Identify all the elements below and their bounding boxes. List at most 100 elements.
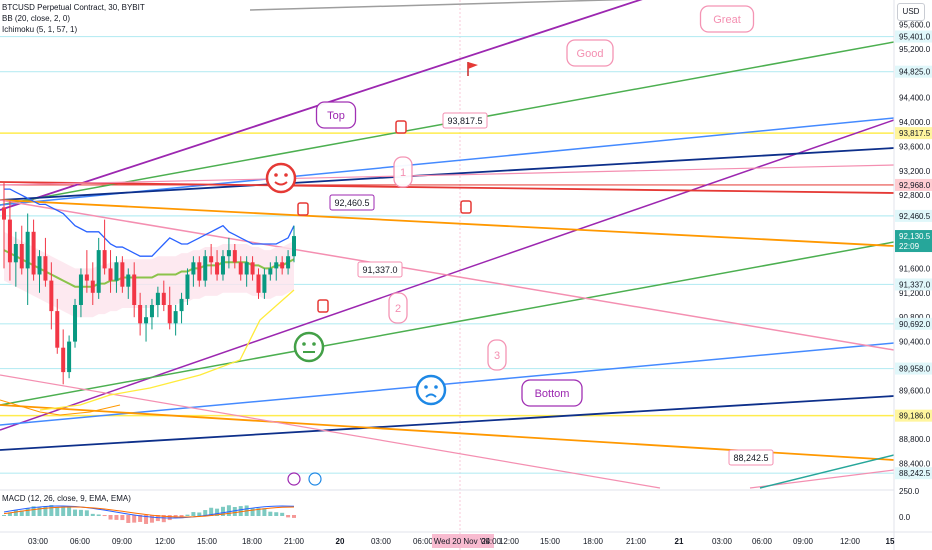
macd-line xyxy=(3,505,295,519)
macd-hist-40 xyxy=(238,506,243,516)
macd-hist-1 xyxy=(7,512,12,516)
marker-bubble-0 xyxy=(315,101,357,129)
candle-body-1 xyxy=(7,219,12,263)
trendline-3 xyxy=(0,241,895,406)
bollinger-layer xyxy=(0,188,295,416)
happy-face-icon-eye-right xyxy=(284,173,288,177)
currency-selector[interactable]: USD xyxy=(897,3,925,21)
hand-icon-0 xyxy=(395,120,407,134)
ichimoku-indicator-label[interactable]: Ichimoku (5, 1, 57, 1) xyxy=(2,25,78,34)
candle-body-33 xyxy=(197,262,202,281)
macd-tick-label: 250.0 xyxy=(899,487,920,496)
marker-label-0: Top xyxy=(327,110,345,122)
marker-bubble-2 xyxy=(699,5,755,33)
sad-face-icon-outline xyxy=(415,374,447,406)
neutral-face-icon-outline xyxy=(293,331,325,363)
candle-body-8 xyxy=(49,280,54,312)
annotations-layer: Top Good Great Bottom 1 2 3 93,817.5 92,460.5 91,… xyxy=(265,5,774,486)
macd-layer xyxy=(0,489,894,524)
marker-label-3: Bottom xyxy=(535,388,570,400)
candle-body-0 xyxy=(2,207,6,220)
macd-indicator-label[interactable]: MACD (12, 26, close, 9, EMA, EMA) xyxy=(2,494,131,503)
candle-body-30 xyxy=(179,298,184,312)
candle-body-28 xyxy=(167,305,172,324)
neutral-face-icon-eye-left xyxy=(302,342,306,346)
macd-hist-22 xyxy=(132,515,137,523)
price-badge-4: 92,460.5 xyxy=(899,212,931,221)
candle-body-5 xyxy=(31,231,36,275)
symbol-title[interactable]: BTCUSD Perpetual Contract, 30, BYBIT xyxy=(2,3,145,12)
candle-body-3 xyxy=(19,244,24,269)
hand-icon-2 xyxy=(297,202,309,216)
callout-label-1: 92,460.5 xyxy=(334,198,369,208)
price-badge-3: 92,968.0 xyxy=(899,181,931,190)
price-badge-1: 94,825.0 xyxy=(899,68,931,77)
candle-body-20 xyxy=(120,262,125,287)
trendline-7 xyxy=(0,395,895,451)
price-tick-label: 92,800.0 xyxy=(899,191,931,200)
sad-face-icon-eye-left xyxy=(424,385,428,389)
candle-body-21 xyxy=(126,274,131,287)
candle-body-9 xyxy=(55,311,60,348)
macd-hist-19 xyxy=(114,515,119,520)
macd-hist-6 xyxy=(37,507,42,516)
macd-hist-12 xyxy=(73,509,78,516)
macd-hist-5 xyxy=(31,506,36,516)
price-axis-background xyxy=(894,0,932,550)
candle-body-13 xyxy=(78,274,83,305)
time-tick-label: 20 xyxy=(336,537,345,546)
price-tick-label: 90,400.0 xyxy=(899,338,931,347)
time-tick-label: 09:00 xyxy=(481,537,502,546)
candle-body-14 xyxy=(84,274,89,281)
price-tick-label: 88,400.0 xyxy=(899,460,931,469)
marker-bubble-4 xyxy=(393,156,413,188)
price-badge-2: 93,817.5 xyxy=(899,129,931,138)
time-tick-label: 21:00 xyxy=(626,537,647,546)
candle-body-15 xyxy=(90,280,95,293)
time-tick-label: 18:00 xyxy=(242,537,263,546)
price-badge-0: 95,401.0 xyxy=(899,33,931,42)
bb-indicator-label[interactable]: BB (20, close, 2, 0) xyxy=(2,14,71,23)
price-tick-label: 94,000.0 xyxy=(899,118,931,127)
neutral-face-icon-eye-right xyxy=(312,342,316,346)
candle-body-18 xyxy=(108,268,113,281)
price-badge-9: 89,186.0 xyxy=(899,412,931,421)
time-tick-label: 21 xyxy=(675,537,684,546)
candle-body-42 xyxy=(250,262,255,275)
macd-hist-17 xyxy=(102,515,107,517)
candle-body-39 xyxy=(232,250,237,263)
marker-bubble-6 xyxy=(487,339,507,371)
price-badge-bg-6 xyxy=(895,278,932,291)
candle-body-19 xyxy=(114,262,119,281)
macd-hist-16 xyxy=(96,514,101,516)
macd-hist-18 xyxy=(108,515,113,520)
time-tick-label: 03:00 xyxy=(28,537,49,546)
callout-label-3: 88,242.5 xyxy=(733,453,768,463)
time-tick-label: 03:00 xyxy=(712,537,733,546)
price-badge-6: 91,337.0 xyxy=(899,280,931,289)
macd-hist-0 xyxy=(2,515,6,516)
flag-icon xyxy=(468,62,478,69)
candle-body-27 xyxy=(161,292,166,305)
candle-body-25 xyxy=(149,305,154,318)
macd-hist-47 xyxy=(280,512,285,516)
candle-body-35 xyxy=(209,256,214,263)
macd-signal-line xyxy=(3,506,295,518)
bb-upper-line xyxy=(4,188,295,257)
price-tick-label: 88,800.0 xyxy=(899,435,931,444)
price-tick-label: 91,600.0 xyxy=(899,264,931,273)
candle-body-11 xyxy=(67,341,72,373)
callout-box-2 xyxy=(357,261,403,278)
price-tick-label: 93,600.0 xyxy=(899,142,931,151)
time-tick-label: Wed 20 Nov '24 xyxy=(434,537,491,546)
macd-hist-49 xyxy=(292,515,296,518)
macd-hist-27 xyxy=(161,515,166,523)
time-tick-label: 09:00 xyxy=(112,537,133,546)
macd-hist-2 xyxy=(13,509,18,516)
macd-hist-43 xyxy=(256,508,261,516)
trendline-16 xyxy=(249,0,635,11)
trendline-8 xyxy=(0,181,895,194)
macd-hist-4 xyxy=(25,508,30,516)
